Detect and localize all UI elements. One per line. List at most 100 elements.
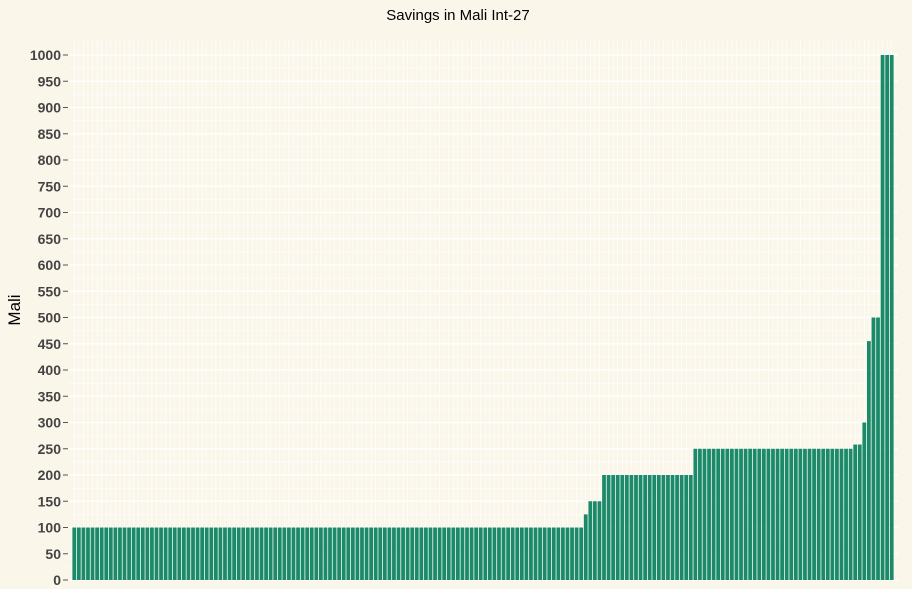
bar	[483, 527, 488, 580]
bar	[396, 527, 401, 580]
bar	[835, 448, 839, 580]
bar	[474, 527, 479, 580]
bar	[104, 527, 109, 580]
bar	[538, 527, 542, 580]
bar	[830, 448, 835, 580]
y-tick-label: 800	[38, 152, 62, 168]
bar	[656, 475, 661, 580]
bar	[725, 448, 730, 580]
bar	[182, 527, 186, 580]
bar	[373, 527, 378, 580]
bar	[606, 475, 611, 580]
bar	[168, 527, 173, 580]
bar	[679, 475, 684, 580]
bar	[876, 317, 880, 580]
bar	[547, 527, 552, 580]
bar	[460, 527, 465, 580]
bar	[529, 527, 533, 580]
bar	[492, 527, 497, 580]
bar	[867, 341, 871, 580]
bar	[880, 55, 885, 580]
y-tick-label: 950	[38, 73, 62, 89]
bar	[638, 475, 643, 580]
y-tick-label: 900	[38, 100, 62, 116]
y-axis: 0 50 100 150 200 250 300 350 400 450 500 550 600 650 7…	[30, 47, 68, 588]
bar	[273, 527, 278, 580]
bar	[734, 448, 739, 580]
bar	[442, 527, 447, 580]
bar	[506, 527, 510, 580]
bar	[456, 527, 460, 580]
bar	[652, 475, 657, 580]
bar	[209, 527, 214, 580]
bar	[812, 448, 816, 580]
bar	[227, 527, 232, 580]
bar	[127, 527, 131, 580]
bar	[780, 448, 784, 580]
bar	[611, 475, 616, 580]
y-tick-label: 650	[38, 231, 62, 247]
y-tick-label: 100	[38, 520, 62, 536]
bar	[223, 527, 227, 580]
bar	[465, 527, 469, 580]
bar	[150, 527, 154, 580]
bar	[551, 527, 556, 580]
bar	[588, 501, 593, 580]
bar	[510, 527, 515, 580]
bar	[346, 527, 351, 580]
bar	[428, 527, 433, 580]
bar	[583, 514, 588, 580]
bar	[369, 527, 373, 580]
bar	[862, 422, 867, 580]
bar	[314, 527, 319, 580]
bars	[72, 55, 894, 580]
bar	[730, 448, 734, 580]
bar	[341, 527, 346, 580]
bar	[684, 475, 689, 580]
bar	[634, 475, 638, 580]
bar	[542, 527, 547, 580]
bar	[186, 527, 191, 580]
bar	[711, 448, 716, 580]
bar	[451, 527, 456, 580]
bar	[300, 527, 305, 580]
bar	[172, 527, 177, 580]
bar	[364, 527, 369, 580]
bar	[291, 527, 296, 580]
bar	[195, 527, 200, 580]
bar	[570, 527, 574, 580]
bar	[177, 527, 182, 580]
bar	[784, 448, 789, 580]
bar	[666, 475, 670, 580]
bar	[437, 527, 442, 580]
y-tick-label: 700	[38, 205, 62, 221]
bar	[241, 527, 246, 580]
bar	[86, 527, 90, 580]
bar	[752, 448, 757, 580]
bar	[798, 448, 803, 580]
y-tick-label: 750	[38, 178, 62, 194]
bar	[748, 448, 753, 580]
y-tick-label: 350	[38, 388, 62, 404]
bar	[757, 448, 762, 580]
y-tick-label: 550	[38, 283, 62, 299]
bar	[337, 527, 342, 580]
bar	[885, 55, 890, 580]
y-tick-label: 150	[38, 493, 62, 509]
bar	[844, 448, 848, 580]
bar	[277, 527, 282, 580]
bar	[382, 527, 387, 580]
bar	[323, 527, 328, 580]
bar	[113, 527, 118, 580]
bar	[204, 527, 209, 580]
y-tick-label: 850	[38, 126, 62, 142]
bar	[410, 527, 415, 580]
bar	[853, 444, 858, 580]
bar	[602, 475, 606, 580]
bar	[743, 448, 748, 580]
bar	[524, 527, 529, 580]
bar	[661, 475, 666, 580]
y-tick-label: 600	[38, 257, 62, 273]
